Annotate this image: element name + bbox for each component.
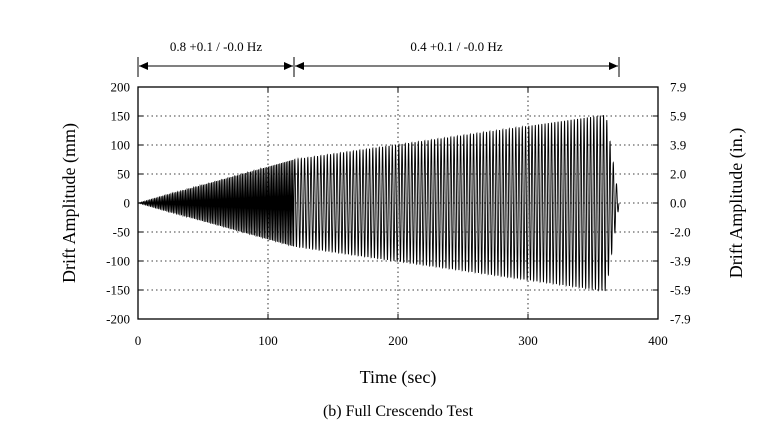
y-tick-label-left: 50 — [117, 167, 130, 182]
x-tick-label: 0 — [135, 333, 142, 348]
x-tick-label: 100 — [258, 333, 278, 348]
x-tick-label: 400 — [648, 333, 668, 348]
x-tick-labels: 0 100 200 300 400 — [135, 333, 668, 348]
y-tick-label-left: -150 — [106, 283, 130, 298]
y-tick-label-left: -100 — [106, 254, 130, 269]
annotation-arrow-left — [139, 62, 148, 70]
y-tick-label-right: 0.0 — [670, 196, 686, 211]
y-tick-label-right: -2.0 — [670, 225, 691, 240]
y-tick-label-right: 5.9 — [670, 109, 686, 124]
y-tick-label-right: -5.9 — [670, 283, 691, 298]
y-tick-labels-right: 7.9 5.9 3.9 2.0 0.0 -2.0 -3.9 -5.9 -7.9 — [670, 80, 691, 327]
x-tick-label: 300 — [518, 333, 538, 348]
y-tick-labels-left: 200 150 100 50 0 -50 -100 -150 -200 — [106, 80, 130, 327]
y-axis-label-right: Drift Amplitude (in.) — [726, 128, 747, 278]
y-tick-label-right: 2.0 — [670, 167, 686, 182]
x-tick-label: 200 — [388, 333, 408, 348]
tick-marks — [137, 86, 659, 320]
annotation-arrow-left — [295, 62, 304, 70]
y-tick-label-left: 100 — [111, 138, 131, 153]
drift-signal-line — [138, 115, 620, 292]
y-tick-label-left: 150 — [111, 109, 131, 124]
x-axis-label: Time (sec) — [360, 367, 437, 388]
y-tick-label-right: -3.9 — [670, 254, 691, 269]
y-tick-label-left: -50 — [113, 225, 130, 240]
y-tick-label-right: 3.9 — [670, 138, 686, 153]
annotation-arrow-right — [284, 62, 293, 70]
figure-caption: (b) Full Crescendo Test — [323, 403, 474, 420]
y-tick-label-left: 200 — [111, 80, 131, 95]
annotation-label: 0.4 +0.1 / -0.0 Hz — [410, 39, 502, 54]
y-axis-label-left: Drift Amplitude (mm) — [59, 123, 80, 283]
y-tick-label-left: 0 — [124, 196, 131, 211]
y-tick-label-right: -7.9 — [670, 312, 691, 327]
annotation-label: 0.8 +0.1 / -0.0 Hz — [170, 39, 262, 54]
annotation-arrow-right — [609, 62, 618, 70]
signal-group — [138, 115, 620, 292]
frequency-annotations: 0.8 +0.1 / -0.0 Hz 0.4 +0.1 / -0.0 Hz — [137, 39, 620, 77]
y-tick-label-right: 7.9 — [670, 80, 686, 95]
y-tick-label-left: -200 — [106, 312, 130, 327]
